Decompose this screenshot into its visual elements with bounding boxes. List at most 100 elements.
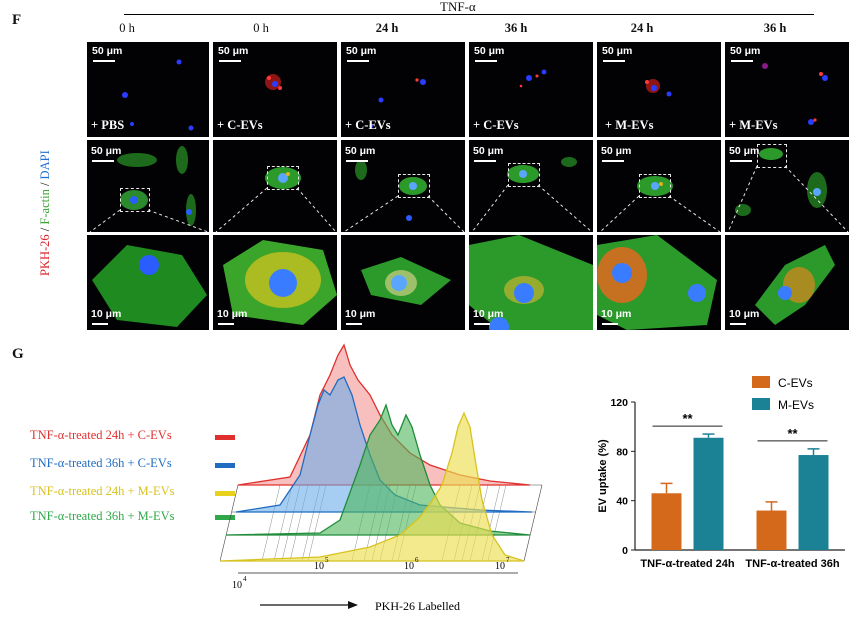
- treatment-label: + PBS: [91, 118, 125, 132]
- micrograph-row3-cevs-36h: 10 μm: [469, 235, 593, 330]
- micrograph-row3-cevs-0h: 10 μm: [213, 235, 337, 330]
- micrograph-row3-mevs-36h: 10 μm: [725, 235, 849, 330]
- stain-label-pkh: PKH-26: [38, 234, 52, 276]
- micrograph-row2-cevs-0h: [213, 140, 337, 232]
- treatment-label: + M-EVs: [729, 118, 778, 132]
- scale-bar: [92, 160, 114, 162]
- micrograph-row2-mevs-36h: 50 μm: [725, 140, 849, 232]
- scale-bar-label: 10 μm: [473, 308, 504, 320]
- micrograph-row3-mevs-24h: 10 μm: [597, 235, 721, 330]
- y-tick-label: 40: [616, 496, 628, 508]
- legend-label: M-EVs: [778, 398, 814, 412]
- scale-bar: [347, 60, 369, 62]
- legend-swatch: [752, 398, 770, 410]
- scale-bar: [602, 323, 618, 325]
- flow-x-label: PKH-26 Labelled: [375, 599, 460, 613]
- micrograph-row2-cevs-36h: 50 μm: [469, 140, 593, 232]
- panel-f-label: F: [12, 12, 22, 28]
- scale-bar-label: 10 μm: [217, 308, 248, 320]
- flow-tick-label: 10: [314, 561, 324, 572]
- flow-legend-entry: TNF-α-treated 24h + C-EVs: [30, 428, 172, 442]
- column-time-label: 0 h: [119, 21, 135, 35]
- flow-tick-exponent: 6: [415, 556, 419, 564]
- scale-bar: [346, 323, 362, 325]
- flow-legend-swatch: [215, 463, 235, 468]
- flow-legend-swatch: [215, 515, 235, 520]
- tnf-bracket-line: [124, 14, 814, 15]
- zoom-region-box: [120, 188, 150, 212]
- panel-g-label: G: [12, 346, 24, 362]
- bar: [693, 437, 724, 550]
- scale-bar: [475, 60, 497, 62]
- micrograph-row1-mevs-36h: 50 μm + M-EVs: [725, 42, 849, 137]
- scale-bar-label: 10 μm: [601, 308, 632, 320]
- scale-bar: [603, 60, 625, 62]
- scale-bar-label: 10 μm: [91, 308, 122, 320]
- flow-tick-exponent: 4: [243, 575, 247, 583]
- column-time-label: 36 h: [763, 21, 787, 35]
- y-tick-label: 120: [610, 397, 628, 409]
- scale-bar-label: 10 μm: [729, 308, 760, 320]
- micrograph-row1-mevs-24h: 50 μm + M-EVs: [597, 42, 721, 137]
- scale-bar-label: 50 μm: [346, 45, 377, 57]
- significance-marker: **: [787, 426, 798, 441]
- flow-tick-exponent: 5: [325, 556, 329, 564]
- column-time-label: 24 h: [375, 21, 399, 35]
- scale-bar-label: 50 μm: [91, 145, 122, 157]
- column-time-label: 36 h: [504, 21, 528, 35]
- zoom-region-box: [398, 174, 430, 198]
- column-time-label: 24 h: [630, 21, 654, 35]
- scale-bar: [218, 323, 234, 325]
- treatment-label: + C-EVs: [345, 118, 391, 132]
- y-tick-label: 80: [616, 446, 628, 458]
- scale-bar: [92, 323, 108, 325]
- zoom-region-box: [639, 174, 671, 198]
- zoom-region-box: [267, 166, 299, 190]
- micrograph-row1-pbs: 50 μm + PBS: [87, 42, 209, 137]
- scale-bar-label: 50 μm: [473, 145, 504, 157]
- flow-arrow-head: [348, 601, 358, 609]
- legend-swatch: [752, 376, 770, 388]
- treatment-label: + M-EVs: [605, 118, 654, 132]
- scale-bar-label: 50 μm: [92, 45, 123, 57]
- scale-bar-label: 50 μm: [474, 45, 505, 57]
- micrograph-row2-pbs: 50 μm: [87, 140, 209, 232]
- flow-tick-exponent: 7: [506, 556, 510, 564]
- micrograph-row3-cevs-24h: 10 μm: [341, 235, 465, 330]
- y-tick-label: 0: [622, 545, 628, 557]
- scale-bar-label: 50 μm: [601, 145, 632, 157]
- micrograph-row1-cevs-36h: 50 μm + C-EVs: [469, 42, 593, 137]
- zoom-guide-lines: [89, 165, 849, 233]
- y-axis-label: EV uptake (%): [597, 439, 609, 513]
- flow-tick-label: 10: [232, 580, 242, 591]
- tnf-group-label: TNF-α: [440, 0, 476, 14]
- scale-bar: [474, 323, 490, 325]
- bar: [651, 493, 682, 550]
- flow-histogram: 10 4 10 5 10 6 10 7 PKH-26 Labelled: [220, 343, 543, 613]
- scale-bar-label: 50 μm: [218, 45, 249, 57]
- scale-bar-label: 50 μm: [345, 145, 376, 157]
- uptake-bar-chart: 0 40 80 120 EV uptake (%) ** TNF-α-treated 24h…: [597, 376, 845, 570]
- zoom-region-box: [757, 144, 787, 168]
- scale-bar: [602, 160, 624, 162]
- scale-bar: [93, 60, 115, 62]
- scale-bar: [474, 160, 496, 162]
- x-category-label: TNF-α-treated 24h: [640, 558, 734, 570]
- micrograph-row1-cevs-0h: 50 μm + C-EVs: [213, 42, 337, 137]
- flow-legend-swatch: [215, 435, 235, 440]
- scale-bar: [219, 60, 241, 62]
- micrograph-row3-pbs: 10 μm: [87, 235, 209, 330]
- scale-bar: [730, 323, 746, 325]
- flow-legend-swatch: [215, 491, 235, 496]
- scale-bar: [346, 160, 368, 162]
- bar: [756, 510, 787, 550]
- scale-bar-label: 50 μm: [729, 145, 760, 157]
- scale-bar-label: 10 μm: [345, 308, 376, 320]
- histogram-curve-yellow: [220, 411, 525, 562]
- legend-label: C-EVs: [778, 376, 813, 390]
- flow-legend-entry: TNF-α-treated 36h + C-EVs: [30, 456, 172, 470]
- micrograph-row2-cevs-24h: 50 μm: [341, 140, 465, 232]
- scale-bar-label: 50 μm: [602, 45, 633, 57]
- scale-bar: [731, 60, 753, 62]
- scale-bar-label: 50 μm: [730, 45, 761, 57]
